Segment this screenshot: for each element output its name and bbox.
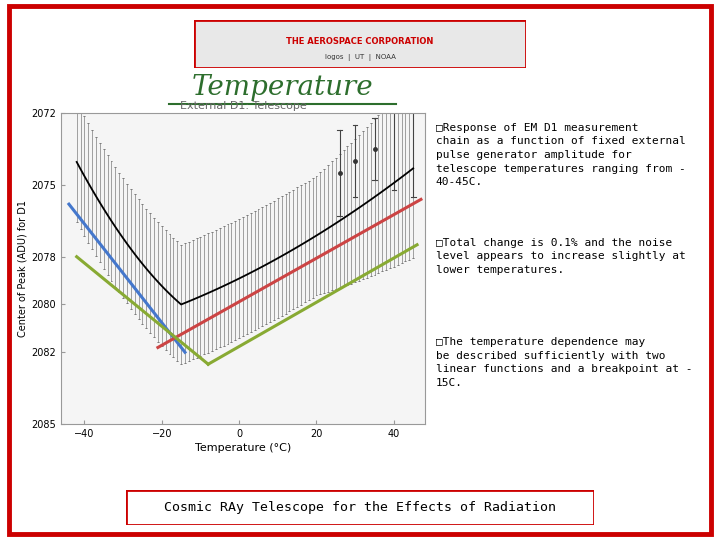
Title: External D1: Telescope: External D1: Telescope xyxy=(179,101,307,111)
Text: THE AEROSPACE CORPORATION: THE AEROSPACE CORPORATION xyxy=(287,37,433,46)
Text: logos  |  UT  |  NOAA: logos | UT | NOAA xyxy=(325,53,395,60)
Y-axis label: Center of Peak (ADU) for D1: Center of Peak (ADU) for D1 xyxy=(17,200,27,337)
Text: Cosmic RAy Telescope for the Effects of Radiation: Cosmic RAy Telescope for the Effects of … xyxy=(164,501,556,514)
Text: □Response of EM D1 measurement
chain as a function of fixed external
pulse gener: □Response of EM D1 measurement chain as … xyxy=(436,123,685,187)
Text: □The temperature dependence may
be described sufficiently with two
linear functi: □The temperature dependence may be descr… xyxy=(436,337,692,388)
Text: Temperature: Temperature xyxy=(192,74,373,102)
Text: □Total change is 0.1% and the noise
level appears to increase slightly at
lower : □Total change is 0.1% and the noise leve… xyxy=(436,238,685,275)
X-axis label: Temperature (°C): Temperature (°C) xyxy=(195,443,291,453)
